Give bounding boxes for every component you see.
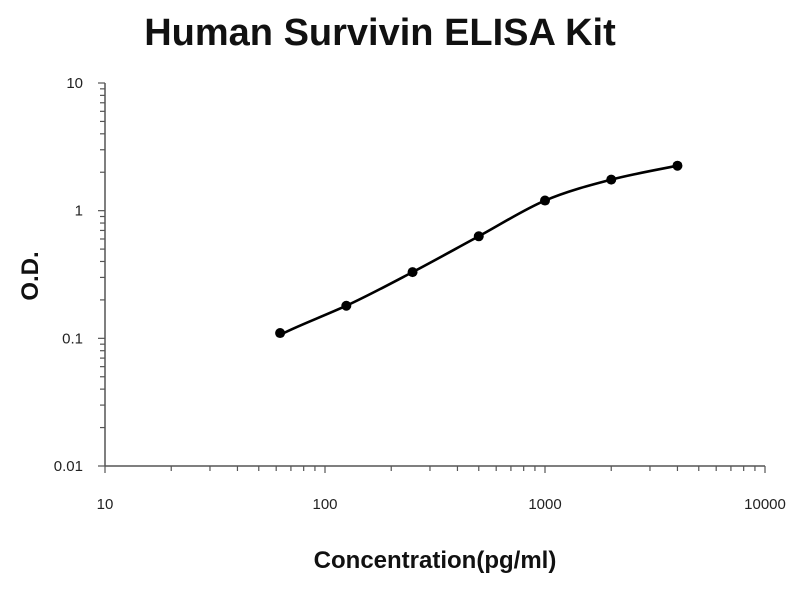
- ticks: [98, 82, 766, 473]
- tick-labels: 10 100 1000 10000 10 1 0.1 0.01: [54, 75, 786, 513]
- data-point: [540, 195, 550, 206]
- data-point: [341, 300, 352, 311]
- fit-curve: [279, 164, 678, 337]
- data-point: [407, 267, 418, 278]
- data-point: [275, 328, 286, 339]
- x-tick-label: 100: [312, 496, 337, 513]
- y-axis-title: O.D.: [17, 251, 44, 300]
- axes: [104, 83, 765, 467]
- chart-title: Human Survivin ELISA Kit: [144, 12, 616, 54]
- x-tick-label: 1000: [528, 496, 561, 513]
- data-point: [473, 231, 484, 242]
- x-tick-label: 10: [97, 496, 114, 513]
- data-points: [275, 160, 683, 339]
- x-tick-label: 10000: [744, 496, 786, 513]
- y-tick-label: 0.01: [54, 458, 83, 475]
- x-axis-title: Concentration(pg/ml): [314, 547, 557, 574]
- data-point: [606, 174, 617, 185]
- y-tick-label: 0.1: [62, 330, 83, 347]
- y-tick-label: 10: [66, 75, 83, 92]
- data-point: [672, 160, 683, 171]
- y-tick-label: 1: [75, 203, 83, 220]
